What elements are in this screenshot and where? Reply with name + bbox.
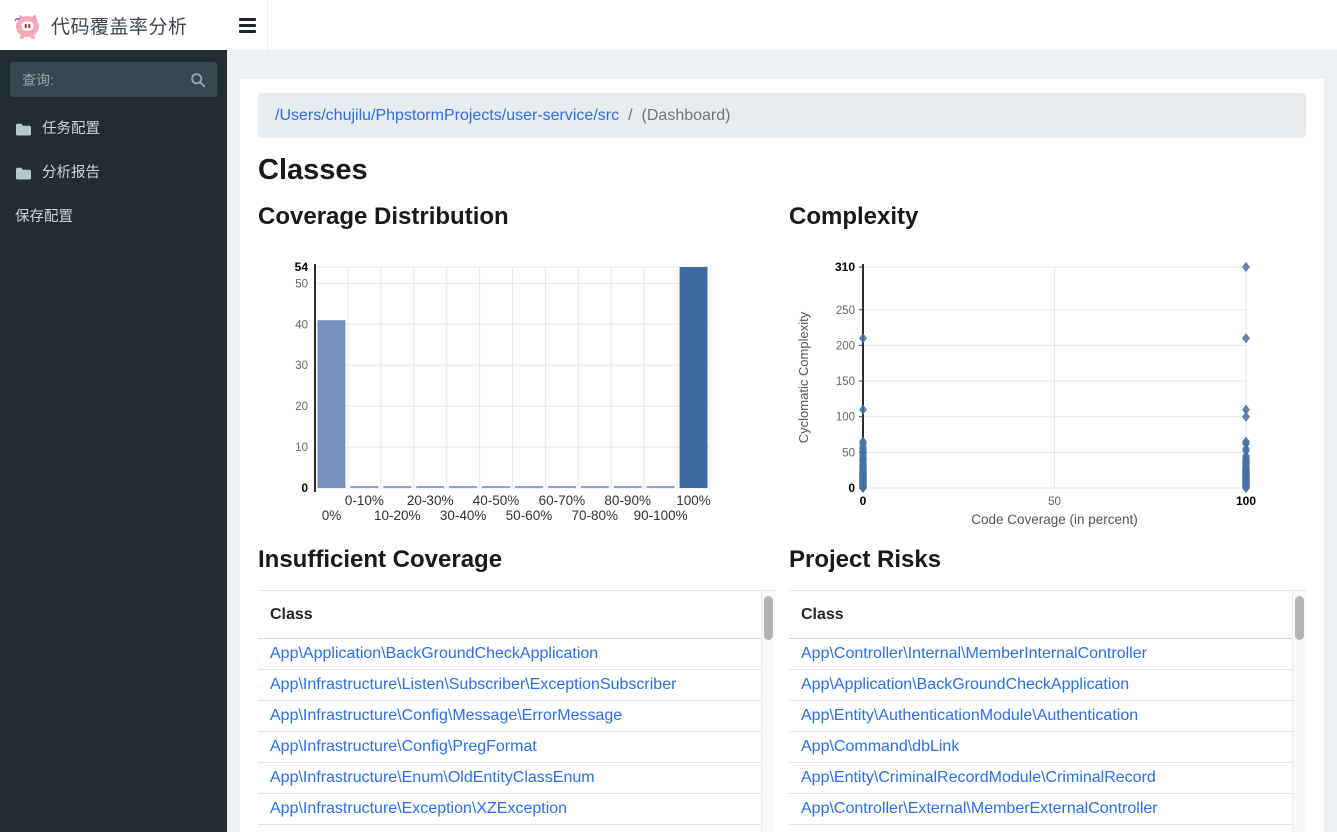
class-link[interactable]: App\Infrastructure\Listen\Subscriber\Exc…	[270, 676, 676, 693]
svg-text:40: 40	[295, 319, 308, 331]
svg-text:100%: 100%	[676, 493, 711, 508]
coverage-distribution-title: Coverage Distribution	[258, 203, 775, 231]
table-row: App\Command\dbLink	[789, 732, 1293, 763]
sidebar-search	[10, 62, 217, 97]
coverage-distribution-chart: 0 10 20 30 40 50 54 0%0-10%10-20%20-30%30-40%40…	[258, 247, 775, 534]
svg-text:310: 310	[835, 260, 855, 274]
table-row: App\Application\BackGroundCheckApplicati…	[258, 639, 762, 670]
app-title: 代码覆盖率分析	[51, 12, 188, 39]
sidebar-item-label: 保存配置	[15, 207, 73, 227]
sidebar-item-label: 任务配置	[42, 119, 100, 139]
svg-text:80-90%: 80-90%	[604, 493, 651, 508]
breadcrumb: /Users/chujilu/PhpstormProjects/user-ser…	[258, 93, 1306, 138]
svg-text:20-30%: 20-30%	[407, 493, 454, 508]
top-bar: 代码覆盖率分析	[0, 0, 1337, 50]
folder-icon	[16, 167, 31, 180]
main-content: /Users/chujilu/PhpstormProjects/user-ser…	[240, 79, 1324, 832]
search-icon[interactable]	[179, 62, 217, 97]
svg-text:30: 30	[295, 360, 308, 372]
svg-text:100: 100	[836, 412, 855, 424]
svg-text:10: 10	[295, 442, 308, 454]
table-row: App\Application\BackGroundCheckApplicati…	[789, 670, 1293, 701]
scrollbar-thumb[interactable]	[1295, 596, 1304, 640]
svg-text:100: 100	[1236, 494, 1256, 508]
svg-text:Code Coverage (in percent): Code Coverage (in percent)	[971, 512, 1138, 527]
right-column: Complexity 0 50 100 150 200 250 310 0 50 100 Cyclo…	[789, 191, 1306, 832]
svg-text:50: 50	[842, 447, 855, 459]
svg-text:10-20%: 10-20%	[374, 508, 421, 523]
class-link[interactable]: App\Controller\Internal\MemberInternalCo…	[801, 645, 1147, 662]
table-row: App\Infrastructure\Config\PregFormat	[258, 732, 762, 763]
page-title: Classes	[258, 153, 1306, 187]
sidebar: 任务配置 分析报告 保存配置	[0, 50, 227, 832]
svg-text:0: 0	[301, 481, 308, 495]
app-window: 代码覆盖率分析 任务配置	[0, 0, 1337, 832]
table-column-header: Class	[789, 591, 1293, 639]
class-link[interactable]: App\Application\BackGroundCheckApplicati…	[801, 676, 1129, 693]
svg-text:60-70%: 60-70%	[539, 493, 586, 508]
svg-text:30-40%: 30-40%	[440, 508, 487, 523]
class-link[interactable]: App\Infrastructure\Exception\XZException	[270, 800, 567, 817]
table-row: App\Infrastructure\Enum\OldEntityClassEn…	[258, 763, 762, 794]
table-row: App\Infrastructure\Config\Message\ErrorM…	[258, 701, 762, 732]
svg-text:200: 200	[836, 340, 855, 352]
class-link[interactable]: App\Infrastructure\Config\PregFormat	[270, 738, 537, 755]
sidebar-menu: 任务配置 分析报告 保存配置	[0, 107, 227, 239]
app-brand: 代码覆盖率分析	[0, 0, 227, 50]
class-link[interactable]: App\Infrastructure\Config\Message\ErrorM…	[270, 707, 622, 724]
pig-logo-icon	[13, 12, 42, 39]
class-link[interactable]: App\Infrastructure\Enum\OldEntityClassEn…	[270, 769, 595, 786]
complexity-title: Complexity	[789, 203, 1306, 231]
class-link[interactable]: App\Command\dbLink	[801, 738, 959, 755]
table-row: App\Infrastructure\Listen\Subscriber\Exc…	[258, 670, 762, 701]
sidebar-item-save-config[interactable]: 保存配置	[0, 195, 227, 239]
svg-text:40-50%: 40-50%	[473, 493, 520, 508]
table-scrollbar	[1292, 591, 1306, 832]
class-link[interactable]: App\Application\BackGroundCheckApplicati…	[270, 645, 598, 662]
svg-text:70-80%: 70-80%	[572, 508, 619, 523]
insufficient-coverage-title: Insufficient Coverage	[258, 546, 775, 574]
breadcrumb-current: (Dashboard)	[642, 107, 731, 125]
sidebar-item-task-config[interactable]: 任务配置	[0, 107, 227, 151]
hamburger-icon[interactable]	[227, 0, 268, 50]
table-row: App\Infrastructure\Exception\XZException	[258, 794, 762, 825]
table-row: App\Entity\CriminalRecordModule\Criminal…	[789, 763, 1293, 794]
class-link[interactable]: App\Entity\CriminalRecordModule\Criminal…	[801, 769, 1156, 786]
class-link[interactable]: App\Entity\AuthenticationModule\Authenti…	[801, 707, 1138, 724]
svg-text:0-10%: 0-10%	[345, 493, 384, 508]
svg-text:0%: 0%	[322, 508, 342, 523]
svg-text:250: 250	[836, 305, 855, 317]
table-row: App\Controller\Internal\MemberInternalCo…	[789, 639, 1293, 670]
svg-text:0: 0	[860, 494, 867, 508]
sidebar-item-label: 分析报告	[42, 163, 100, 183]
svg-text:54: 54	[295, 260, 309, 274]
table-column-header: Class	[258, 591, 762, 639]
table-row: App\Entity\AuthenticationModule\Authenti…	[789, 701, 1293, 732]
search-input[interactable]	[10, 72, 179, 88]
svg-text:150: 150	[836, 376, 855, 388]
svg-text:0: 0	[848, 481, 855, 495]
svg-text:90-100%: 90-100%	[634, 508, 688, 523]
svg-text:50: 50	[295, 278, 308, 290]
svg-text:50: 50	[1048, 496, 1061, 508]
svg-text:50-60%: 50-60%	[506, 508, 553, 523]
folder-icon	[16, 123, 31, 136]
breadcrumb-path-link[interactable]: /Users/chujilu/PhpstormProjects/user-ser…	[275, 107, 619, 125]
project-risks-table: Class App\Controller\Internal\MemberInte…	[789, 590, 1306, 832]
breadcrumb-separator: /	[628, 107, 632, 125]
table-row: App\Controller\External\MemberExternalCo…	[789, 794, 1293, 825]
left-column: Coverage Distribution 0 10 20 30 40 50 54 0%0-1…	[258, 191, 775, 832]
complexity-chart: 0 50 100 150 200 250 310 0 50 100 Cyclomatic Compl…	[789, 247, 1306, 534]
insufficient-coverage-table: Class App\Application\BackGroundCheckApp…	[258, 590, 775, 832]
table-scrollbar	[761, 591, 775, 832]
class-link[interactable]: App\Controller\External\MemberExternalCo…	[801, 800, 1158, 817]
sidebar-item-analysis-report[interactable]: 分析报告	[0, 151, 227, 195]
svg-text:20: 20	[295, 401, 308, 413]
project-risks-title: Project Risks	[789, 546, 1306, 574]
svg-text:Cyclomatic Complexity: Cyclomatic Complexity	[796, 311, 811, 443]
scrollbar-thumb[interactable]	[764, 596, 773, 640]
charts-row: Coverage Distribution 0 10 20 30 40 50 54 0%0-1…	[258, 191, 1306, 832]
